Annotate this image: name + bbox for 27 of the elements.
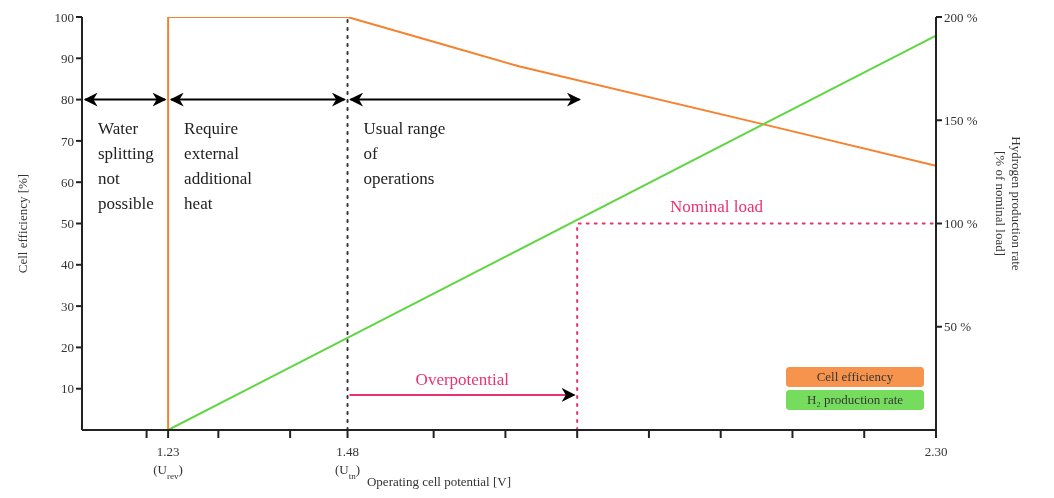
x-axis-title: Operating cell potential [V] <box>366 474 512 489</box>
text: Cell efficiency <box>786 367 924 387</box>
y-tick-label: 40 <box>61 257 74 273</box>
y-tick-label: 30 <box>61 298 74 314</box>
y-tick-label: 80 <box>61 92 74 108</box>
y-axis-title: Cell efficiency [%] <box>14 173 30 274</box>
y-tick-label: 20 <box>61 340 74 356</box>
annotation: Water splitting not possible <box>98 118 155 213</box>
y2-tick-label: 150 % <box>944 112 978 128</box>
y2-tick-label: 50 % <box>944 319 972 335</box>
annotation: Usual range of operations <box>363 118 446 188</box>
y-tick-label: 50 <box>61 216 74 232</box>
x-tick-label: 2.30 <box>924 444 948 459</box>
annotation: Overpotential <box>415 369 510 389</box>
y2-axis-title: Hydrogen production rate [% of nominal load] <box>993 136 1024 271</box>
y-tick-label: 70 <box>61 133 74 149</box>
y-tick-label: 100 <box>54 9 74 25</box>
y-tick-label: 90 <box>61 50 74 66</box>
y-tick-label: 10 <box>61 381 74 397</box>
x-tick-label: 1.23 (U$_{rev}$) <box>153 444 183 481</box>
annotation: Require external additional heat <box>184 118 253 213</box>
y-tick-label: 60 <box>61 174 74 190</box>
annotation: Nominal load <box>670 196 764 216</box>
y2-tick-label: 100 % <box>944 216 978 232</box>
text: H₂ production rate <box>786 390 924 410</box>
y2-tick-label: 200 % <box>944 9 978 25</box>
x-tick-label: 1.48 (U$_{tn}$) <box>334 444 361 481</box>
